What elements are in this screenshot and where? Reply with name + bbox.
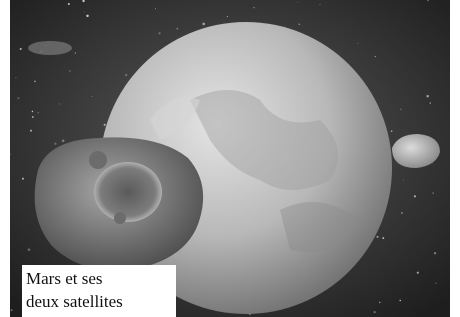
- star: [434, 252, 436, 254]
- star: [69, 70, 71, 72]
- star: [426, 95, 428, 97]
- star: [417, 272, 419, 274]
- star: [357, 43, 358, 44]
- star: [401, 212, 402, 213]
- caption-line: Mars et ses: [26, 267, 176, 290]
- star: [125, 74, 127, 76]
- star: [176, 28, 178, 30]
- crater: [114, 212, 126, 224]
- star: [435, 283, 436, 284]
- star: [379, 302, 381, 304]
- star: [429, 102, 431, 104]
- star: [391, 131, 392, 132]
- star: [227, 16, 228, 17]
- star: [11, 309, 13, 311]
- star: [62, 140, 65, 143]
- star: [403, 180, 404, 181]
- star: [376, 236, 378, 238]
- star: [253, 7, 254, 8]
- star: [92, 96, 93, 97]
- star: [59, 104, 60, 105]
- star: [298, 23, 300, 25]
- photo-frame: Mars et ses deux satellites: [0, 0, 460, 317]
- star: [374, 311, 376, 313]
- star: [9, 154, 11, 156]
- star: [86, 15, 88, 17]
- star: [18, 97, 20, 99]
- star: [15, 77, 16, 78]
- star: [375, 56, 376, 57]
- star: [28, 248, 31, 251]
- caption-line: deux satellites: [26, 290, 176, 313]
- star: [159, 32, 161, 34]
- star: [38, 112, 39, 113]
- caption: Mars et ses deux satellites: [22, 265, 176, 317]
- star: [382, 237, 384, 239]
- star: [399, 300, 400, 301]
- star: [298, 2, 299, 3]
- star: [30, 130, 32, 132]
- star: [202, 23, 205, 26]
- star: [32, 116, 34, 118]
- star: [68, 3, 70, 5]
- star: [20, 48, 22, 50]
- star: [75, 52, 76, 53]
- star: [32, 111, 33, 112]
- nebula: [28, 41, 72, 55]
- star: [414, 195, 416, 197]
- star: [54, 143, 56, 145]
- crater: [94, 162, 162, 222]
- star: [319, 4, 320, 5]
- star: [104, 124, 106, 126]
- star: [400, 109, 401, 110]
- star: [432, 192, 433, 193]
- star: [155, 8, 156, 9]
- crater: [89, 151, 107, 169]
- star: [84, 11, 85, 12]
- star: [34, 81, 36, 83]
- star: [22, 178, 24, 180]
